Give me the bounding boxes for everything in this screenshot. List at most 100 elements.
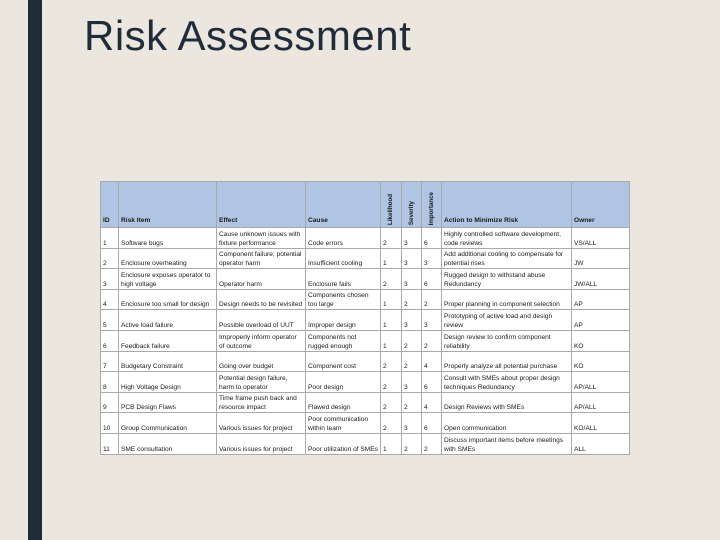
cell-id: 7 <box>100 350 119 373</box>
cell-action: Proper planning in component selection <box>441 288 572 311</box>
cell-risk-item: Budgetary Constraint <box>118 350 217 373</box>
cell-cause: Components chosen too large <box>305 288 381 311</box>
cell-effect: Going over budget <box>216 350 306 373</box>
cell-owner: VS/ALL <box>571 227 630 249</box>
cell-severity: 2 <box>401 350 422 373</box>
cell-severity: 2 <box>401 432 422 455</box>
cell-owner: JW <box>571 247 630 270</box>
cell-id: 2 <box>100 247 119 270</box>
cell-cause: Improper design <box>305 309 381 331</box>
header-cause: Cause <box>305 181 381 228</box>
slide-title: Risk Assessment <box>84 12 412 59</box>
cell-severity: 3 <box>401 309 422 331</box>
cell-importance: 2 <box>421 432 442 455</box>
cell-id: 6 <box>100 329 119 352</box>
cell-action: Rugged design to withstand abuse Redunda… <box>441 268 572 290</box>
cell-owner: AP/ALL <box>571 371 630 393</box>
header-importance: Importance <box>421 181 442 228</box>
cell-id: 8 <box>100 371 119 393</box>
cell-id: 4 <box>100 288 119 311</box>
header-risk-item: Risk Item <box>118 181 217 228</box>
cell-likelihood: 1 <box>380 288 402 311</box>
cell-importance: 3 <box>421 247 442 270</box>
cell-likelihood: 2 <box>380 371 402 393</box>
cell-importance: 2 <box>421 288 442 311</box>
cell-risk-item: Enclosure too small for design <box>118 288 217 311</box>
cell-likelihood: 1 <box>380 329 402 352</box>
cell-risk-item: Feedback failure <box>118 329 217 352</box>
cell-risk-item: SME consultation <box>118 432 217 455</box>
cell-severity: 3 <box>401 371 422 393</box>
cell-cause: Components not rugged enough <box>305 329 381 352</box>
cell-risk-item: Software bugs <box>118 227 217 249</box>
cell-owner: AP <box>571 309 630 331</box>
cell-action: Design Reviews with SMEs <box>441 391 572 414</box>
table-row: 3 Enclosure exposes operator to high volt… <box>100 268 630 290</box>
table-row: 6 Feedback failure Improperly inform opera… <box>100 329 630 352</box>
cell-risk-item: Enclosure exposes operator to high volta… <box>118 268 217 290</box>
header-effect: Effect <box>216 181 306 228</box>
cell-effect: Potential design failure, harm to operat… <box>216 371 306 393</box>
cell-risk-item: Group Communication <box>118 412 217 434</box>
cell-owner: ALL <box>571 432 630 455</box>
cell-action: Add additional cooling to compensate for… <box>441 247 572 270</box>
cell-cause: Code errors <box>305 227 381 249</box>
cell-likelihood: 2 <box>380 391 402 414</box>
cell-effect: Improperly inform operator of outcome <box>216 329 306 352</box>
cell-action: Design review to confirm component relia… <box>441 329 572 352</box>
cell-severity: 3 <box>401 247 422 270</box>
cell-effect: Cause unknown issues with fixture perfor… <box>216 227 306 249</box>
cell-cause: Enclosure fails <box>305 268 381 290</box>
cell-importance: 4 <box>421 350 442 373</box>
table-row: 4 Enclosure too small for design Design ne… <box>100 288 630 311</box>
risk-table-container: ID Risk Item Effect Cause Likelihood Sev… <box>100 181 630 455</box>
cell-action: Prototyping of active load and design re… <box>441 309 572 331</box>
table-row: 9 PCB Design Flaws Time frame push back an… <box>100 391 630 414</box>
cell-owner: KO <box>571 350 630 373</box>
cell-severity: 2 <box>401 288 422 311</box>
cell-importance: 6 <box>421 412 442 434</box>
table-row: 11 SME consultation Various issues for pro… <box>100 432 630 455</box>
cell-owner: AP <box>571 288 630 311</box>
cell-likelihood: 2 <box>380 227 402 249</box>
cell-importance: 4 <box>421 391 442 414</box>
cell-severity: 2 <box>401 329 422 352</box>
cell-importance: 3 <box>421 309 442 331</box>
table-row: 10 Group Communication Various issues for … <box>100 412 630 434</box>
header-id: ID <box>100 181 119 228</box>
cell-cause: Poor utilization of SMEs <box>305 432 381 455</box>
cell-risk-item: Active load failure <box>118 309 217 331</box>
cell-action: Consult with SMEs about proper design te… <box>441 371 572 393</box>
cell-action: Open communication <box>441 412 572 434</box>
cell-id: 11 <box>100 432 119 455</box>
header-likelihood-label: Likelihood <box>387 194 394 225</box>
cell-action: Highly controlled software development, … <box>441 227 572 249</box>
table-row: 2 Enclosure overheating Component failure;… <box>100 247 630 270</box>
cell-severity: 3 <box>401 268 422 290</box>
cell-cause: Poor design <box>305 371 381 393</box>
cell-effect: Time frame push back and resource impact <box>216 391 306 414</box>
cell-likelihood: 2 <box>380 412 402 434</box>
risk-table: ID Risk Item Effect Cause Likelihood Sev… <box>100 181 630 455</box>
cell-risk-item: High Voltage Design <box>118 371 217 393</box>
header-likelihood: Likelihood <box>380 181 402 228</box>
cell-likelihood: 2 <box>380 268 402 290</box>
cell-severity: 2 <box>401 391 422 414</box>
cell-id: 10 <box>100 412 119 434</box>
table-row: 8 High Voltage Design Potential design fai… <box>100 371 630 393</box>
cell-risk-item: Enclosure overheating <box>118 247 217 270</box>
cell-importance: 2 <box>421 329 442 352</box>
table-header-row: ID Risk Item Effect Cause Likelihood Sev… <box>100 181 630 228</box>
cell-severity: 3 <box>401 412 422 434</box>
cell-cause: Poor communication within team <box>305 412 381 434</box>
table-row: 5 Active load failure Possible overload of… <box>100 309 630 331</box>
cell-likelihood: 1 <box>380 309 402 331</box>
cell-importance: 6 <box>421 268 442 290</box>
cell-importance: 6 <box>421 227 442 249</box>
cell-effect: Various issues for project <box>216 432 306 455</box>
cell-owner: AP/ALL <box>571 391 630 414</box>
header-severity-label: Severity <box>407 200 415 225</box>
cell-id: 5 <box>100 309 119 331</box>
cell-id: 9 <box>100 391 119 414</box>
table-row: 1 Software bugs Cause unknown issues with … <box>100 227 630 249</box>
